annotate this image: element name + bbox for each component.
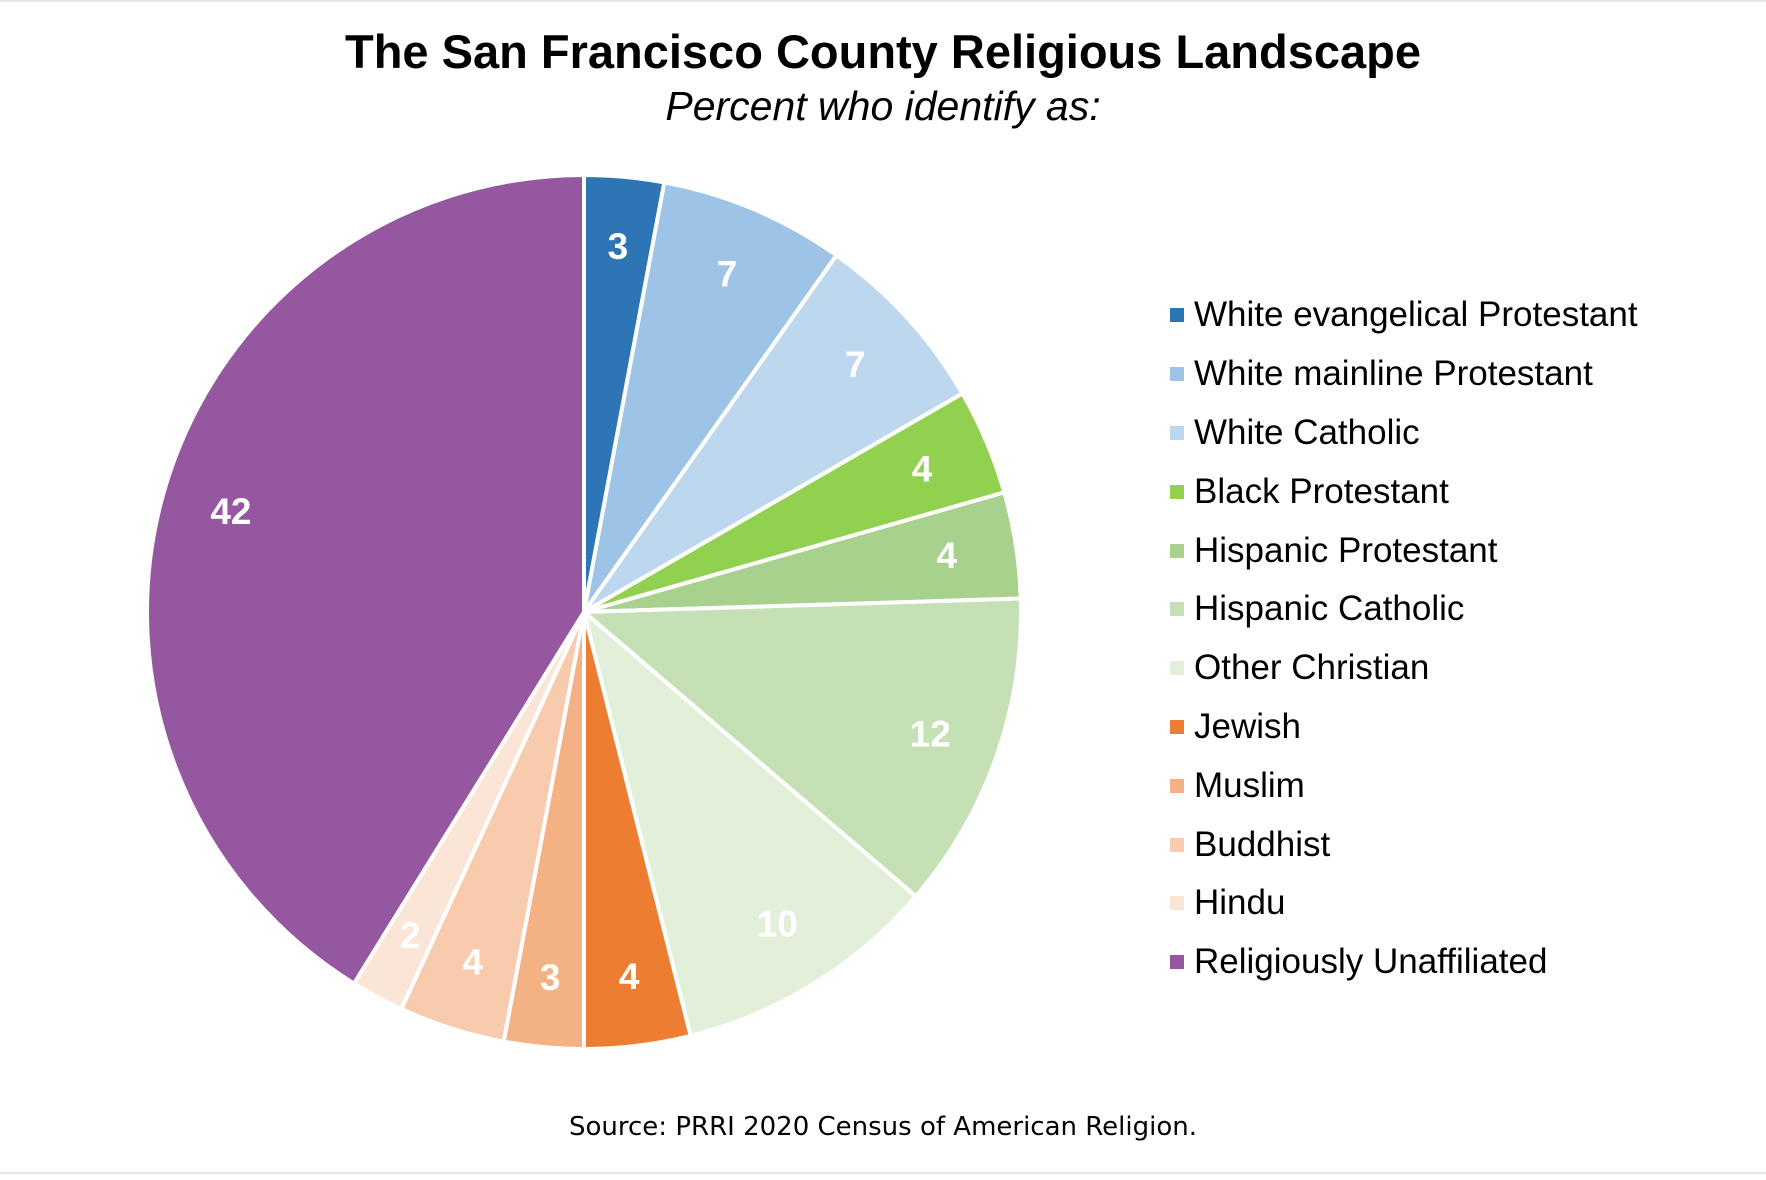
pie-slice-white-catholic bbox=[582, 253, 965, 614]
legend-swatch bbox=[1170, 837, 1184, 852]
legend-swatch bbox=[1170, 543, 1184, 558]
data-label-white-mainline-protestant: 7 bbox=[717, 253, 738, 294]
data-label-buddhist: 4 bbox=[462, 941, 483, 982]
legend-label: Other Christian bbox=[1194, 648, 1430, 688]
legend-label: Religiously Unaffiliated bbox=[1194, 942, 1548, 982]
top-border bbox=[0, 0, 1766, 2]
legend-item-white-mainline-protestant: White mainline Protestant bbox=[1170, 345, 1638, 404]
legend-swatch bbox=[1170, 308, 1184, 323]
legend-item-other-christian: Other Christian bbox=[1170, 639, 1638, 698]
legend-label: Hispanic Protestant bbox=[1194, 530, 1498, 570]
pie-slice-hispanic-catholic bbox=[582, 596, 1023, 899]
pie-slice-white-mainline-protestant bbox=[582, 180, 839, 614]
chart-subtitle: Percent who identify as: bbox=[665, 83, 1101, 129]
legend-swatch bbox=[1170, 719, 1184, 734]
data-label-other-christian: 10 bbox=[757, 904, 798, 945]
bottom-border bbox=[0, 1172, 1766, 1174]
legend-label: Hispanic Catholic bbox=[1194, 589, 1465, 629]
data-label-hindu: 2 bbox=[400, 915, 421, 956]
legend-swatch bbox=[1170, 896, 1184, 911]
legend-label: White evangelical Protestant bbox=[1194, 295, 1638, 335]
source-note: Source: PRRI 2020 Census of American Rel… bbox=[569, 1112, 1197, 1142]
legend-swatch bbox=[1170, 367, 1184, 382]
legend-swatch bbox=[1170, 661, 1184, 676]
legend-item-hindu: Hindu bbox=[1170, 874, 1638, 933]
pie-slice-other-christian bbox=[582, 610, 918, 1038]
data-label-hispanic-protestant: 4 bbox=[936, 535, 957, 576]
legend-swatch bbox=[1170, 425, 1184, 440]
chart-legend: White evangelical Protestant White mainli… bbox=[1170, 286, 1638, 992]
data-label-religiously-unaffiliated: 42 bbox=[210, 491, 251, 532]
legend-item-hispanic-protestant: Hispanic Protestant bbox=[1170, 521, 1638, 580]
legend-item-jewish: Jewish bbox=[1170, 698, 1638, 757]
legend-swatch bbox=[1170, 484, 1184, 499]
data-label-hispanic-catholic: 12 bbox=[910, 714, 951, 755]
legend-item-white-evangelical-protestant: White evangelical Protestant bbox=[1170, 286, 1638, 345]
data-label-muslim: 3 bbox=[540, 957, 561, 998]
legend-item-buddhist: Buddhist bbox=[1170, 815, 1638, 874]
legend-swatch bbox=[1170, 602, 1184, 617]
legend-label: White mainline Protestant bbox=[1194, 354, 1593, 394]
legend-label: Black Protestant bbox=[1194, 471, 1449, 511]
legend-item-hispanic-catholic: Hispanic Catholic bbox=[1170, 580, 1638, 639]
data-label-white-catholic: 7 bbox=[845, 344, 866, 385]
legend-item-religiously-unaffiliated: Religiously Unaffiliated bbox=[1170, 933, 1638, 992]
legend-label: Muslim bbox=[1194, 765, 1305, 805]
legend-item-white-catholic: White Catholic bbox=[1170, 404, 1638, 463]
data-label-white-evangelical-protestant: 3 bbox=[608, 226, 629, 267]
legend-label: Hindu bbox=[1194, 883, 1286, 923]
legend-swatch bbox=[1170, 778, 1184, 793]
legend-label: Jewish bbox=[1194, 706, 1301, 746]
legend-label: Buddhist bbox=[1194, 824, 1331, 864]
legend-item-black-protestant: Black Protestant bbox=[1170, 462, 1638, 521]
legend-item-muslim: Muslim bbox=[1170, 756, 1638, 815]
data-label-black-protestant: 4 bbox=[912, 448, 933, 489]
chart-title: The San Francisco County Religious Lands… bbox=[345, 25, 1421, 78]
pie-slice-religiously-unaffiliated bbox=[145, 173, 586, 986]
legend-swatch bbox=[1170, 955, 1184, 970]
legend-label: White Catholic bbox=[1194, 412, 1420, 452]
data-label-jewish: 4 bbox=[619, 956, 640, 997]
